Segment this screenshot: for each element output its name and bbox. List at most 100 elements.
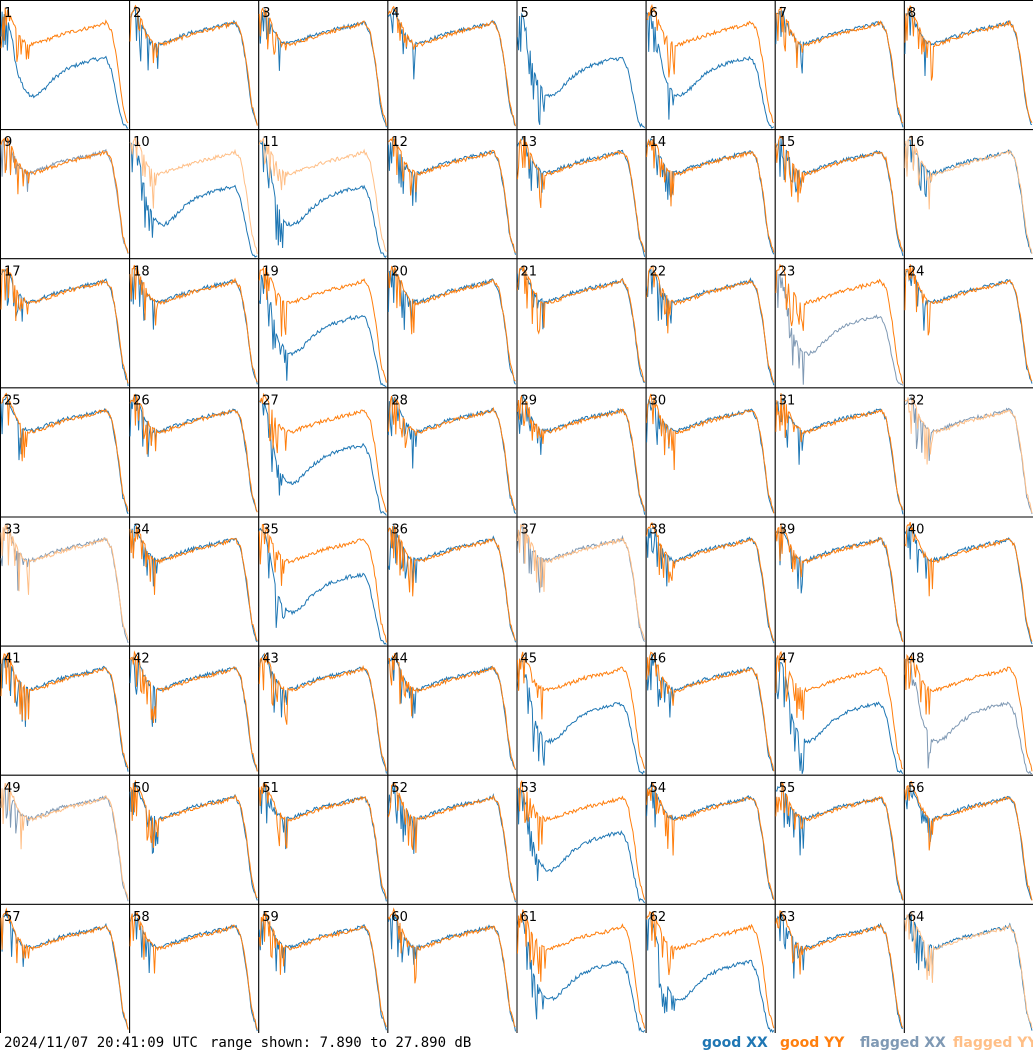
series-yy-panel-54	[646, 781, 775, 900]
panel-label-60: 60	[391, 910, 408, 925]
panel-frame	[774, 387, 905, 518]
series-xx-panel-30	[646, 398, 775, 514]
panel-52: 52	[387, 774, 518, 905]
panel-frame	[258, 0, 389, 131]
panel-frame	[0, 903, 131, 1033]
series-yy-panel-46	[646, 651, 775, 772]
panel-frame	[387, 0, 518, 131]
panel-55: 55	[774, 774, 905, 905]
series-xx-panel-53	[517, 787, 645, 904]
series-yy-panel-2	[129, 4, 258, 126]
panel-47: 47	[774, 645, 905, 776]
panel-42: 42	[129, 645, 260, 776]
panel-49: 49	[0, 774, 131, 905]
panel-label-51: 51	[262, 781, 279, 796]
panel-label-35: 35	[262, 523, 279, 538]
panel-frame	[0, 516, 131, 647]
panel-frame	[903, 258, 1033, 389]
series-yy-panel-48	[904, 654, 1033, 772]
series-yy-panel-20	[387, 265, 516, 382]
panel-22: 22	[645, 258, 776, 389]
series-xx-panel-6	[646, 12, 775, 129]
range-label: range shown: 7.890 to 27.890 dB	[210, 1035, 472, 1051]
series-yy-panel-50	[129, 780, 258, 899]
panel-label-36: 36	[391, 523, 408, 538]
series-yy-panel-36	[387, 524, 516, 641]
series-yy-panel-63	[775, 910, 904, 1028]
series-xx-panel-36	[387, 524, 516, 643]
series-yy-panel-60	[387, 907, 516, 1027]
panel-44: 44	[387, 645, 518, 776]
panel-label-57: 57	[4, 910, 21, 925]
panel-frame	[387, 645, 518, 776]
series-yy-panel-26	[129, 394, 258, 513]
series-yy-panel-12	[388, 137, 516, 253]
panel-frame	[387, 774, 518, 905]
series-yy-panel-51	[258, 782, 387, 899]
series-xx-panel-19	[258, 273, 387, 387]
panel-label-64: 64	[908, 910, 925, 925]
panel-4: 4	[387, 0, 518, 131]
panel-label-43: 43	[262, 652, 279, 667]
panel-20: 20	[387, 258, 518, 389]
panel-label-28: 28	[391, 393, 408, 408]
panel-label-31: 31	[779, 393, 796, 408]
series-yy-panel-55	[775, 781, 904, 901]
series-yy-panel-6	[646, 3, 775, 124]
panel-label-63: 63	[779, 910, 796, 925]
panel-label-58: 58	[133, 910, 150, 925]
panel-39: 39	[774, 516, 905, 647]
series-xx-panel-5	[517, 12, 646, 129]
series-xx-panel-16	[904, 139, 1033, 254]
panel-label-14: 14	[650, 135, 667, 150]
panel-label-10: 10	[133, 135, 150, 150]
panel-label-5: 5	[521, 6, 529, 21]
panel-36: 36	[387, 516, 518, 647]
panel-label-61: 61	[521, 910, 538, 925]
panel-frame	[903, 516, 1033, 647]
series-xx-panel-9	[0, 139, 129, 254]
panel-1: 1	[0, 0, 131, 131]
panel-label-13: 13	[521, 135, 538, 150]
panel-frame	[516, 129, 647, 260]
panel-label-4: 4	[391, 6, 399, 21]
panel-label-30: 30	[650, 393, 667, 408]
footer-bar: 2024/11/07 20:41:09 UTC range shown: 7.8…	[0, 1033, 1033, 1053]
series-yy-panel-18	[129, 264, 258, 383]
series-yy-panel-28	[387, 395, 516, 511]
panel-label-48: 48	[908, 652, 925, 667]
panel-21: 21	[516, 258, 647, 389]
legend-flagged-xx: flagged XX	[860, 1035, 946, 1051]
series-yy-panel-62	[646, 911, 775, 1029]
series-yy-panel-29	[517, 395, 646, 512]
series-yy-panel-53	[517, 779, 646, 900]
panel-45: 45	[516, 645, 647, 776]
panel-label-9: 9	[4, 135, 12, 150]
panel-frame	[903, 0, 1033, 131]
panel-30: 30	[645, 387, 776, 518]
series-yy-panel-34	[129, 525, 258, 642]
legend-good-xx: good XX	[702, 1035, 768, 1051]
panel-60: 60	[387, 903, 518, 1033]
panel-26: 26	[129, 387, 260, 518]
series-yy-panel-49	[0, 782, 129, 900]
panel-label-55: 55	[779, 781, 796, 796]
panel-6: 6	[645, 0, 776, 131]
panel-38: 38	[645, 516, 776, 647]
panel-label-8: 8	[908, 6, 916, 21]
panel-frame	[903, 387, 1033, 518]
panel-frame	[129, 258, 260, 389]
panel-17: 17	[0, 258, 131, 389]
series-yy-panel-64	[904, 911, 1033, 1029]
panel-frame	[645, 0, 776, 131]
series-yy-panel-13	[517, 136, 646, 253]
series-yy-panel-47	[775, 650, 904, 770]
series-xx-panel-1	[0, 11, 129, 129]
panel-frame	[129, 0, 260, 131]
series-yy-panel-19	[258, 266, 387, 383]
panel-18: 18	[129, 258, 260, 389]
series-yy-panel-11	[258, 137, 387, 252]
panel-label-7: 7	[779, 6, 787, 21]
panel-label-33: 33	[4, 523, 21, 538]
